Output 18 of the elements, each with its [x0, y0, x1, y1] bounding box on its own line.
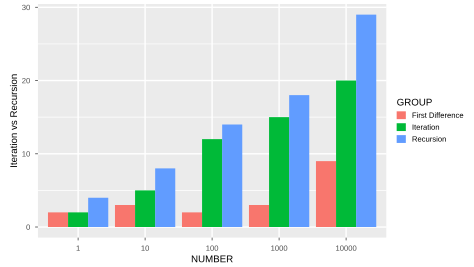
- bar: [114, 205, 136, 228]
- bar: [316, 161, 336, 228]
- bar: [182, 212, 202, 228]
- bar: [202, 139, 222, 228]
- bar: [356, 14, 376, 228]
- y-axis-title: Iteration vs Recursion: [10, 74, 18, 167]
- bar: [248, 205, 270, 228]
- bar: [68, 212, 88, 228]
- bar: [88, 198, 108, 228]
- bar: [269, 117, 290, 228]
- bar: [48, 212, 68, 228]
- legend-title: GROUP: [397, 98, 432, 106]
- x-axis-title: NUMBER: [192, 256, 233, 262]
- bar: [336, 80, 356, 228]
- bar: [289, 95, 310, 228]
- bar: [222, 124, 242, 228]
- bar: [155, 168, 176, 228]
- bar: [135, 190, 156, 228]
